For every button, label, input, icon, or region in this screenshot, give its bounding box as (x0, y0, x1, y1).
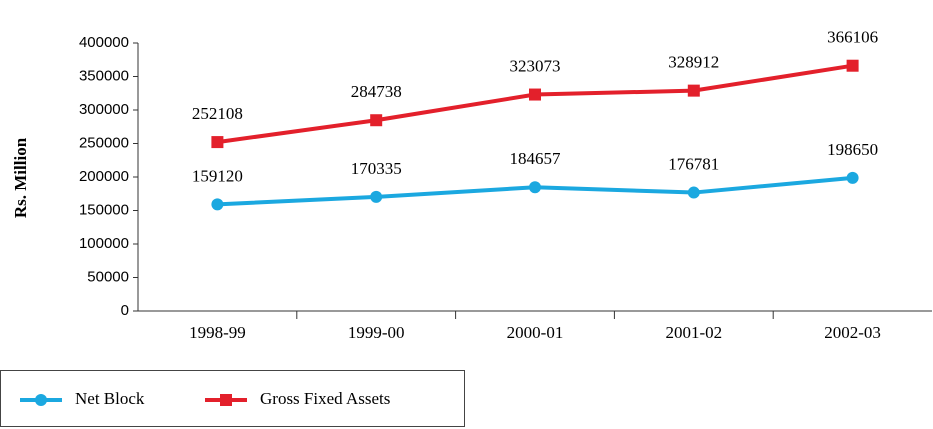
x-tick-label: 2001-02 (665, 323, 722, 342)
y-tick-label: 0 (121, 302, 129, 319)
legend-label: Gross Fixed Assets (260, 389, 390, 408)
data-point (687, 186, 700, 199)
data-label: 284738 (351, 82, 402, 101)
data-point (529, 88, 541, 101)
y-tick-label: 400000 (79, 34, 129, 51)
y-tick-label: 300000 (79, 101, 129, 118)
data-label: 328912 (668, 53, 719, 72)
data-point (687, 84, 700, 97)
legend-marker (220, 394, 232, 406)
y-axis-label: Rs. Million (11, 137, 30, 218)
x-tick-label: 1998-99 (189, 323, 246, 342)
data-label: 176781 (668, 154, 719, 173)
data-label: 184657 (510, 149, 562, 168)
y-tick-label: 100000 (79, 235, 129, 252)
data-label: 159120 (192, 166, 243, 185)
data-point (846, 171, 859, 184)
data-point (370, 114, 383, 127)
data-point (529, 181, 541, 194)
legend-label: Net Block (75, 389, 145, 408)
data-label: 366106 (827, 28, 878, 47)
data-point (846, 59, 859, 72)
y-tick-label: 250000 (79, 134, 129, 151)
data-point (211, 136, 224, 149)
x-tick-label: 1999-00 (348, 323, 405, 342)
y-tick-label: 200000 (79, 168, 129, 185)
data-label: 198650 (827, 140, 878, 159)
x-tick-label: 2002-03 (824, 323, 881, 342)
y-tick-label: 50000 (87, 268, 129, 285)
legend-marker (35, 394, 47, 406)
x-tick-label: 2000-01 (507, 323, 564, 342)
legend-box (0, 370, 465, 427)
data-point (370, 190, 383, 203)
series-line (217, 63, 853, 145)
data-label: 323073 (510, 56, 561, 75)
y-tick-label: 150000 (79, 201, 129, 218)
data-label: 252108 (192, 104, 243, 123)
y-tick-label: 350000 (79, 67, 129, 84)
data-point (211, 198, 224, 211)
data-label: 170335 (351, 159, 402, 178)
